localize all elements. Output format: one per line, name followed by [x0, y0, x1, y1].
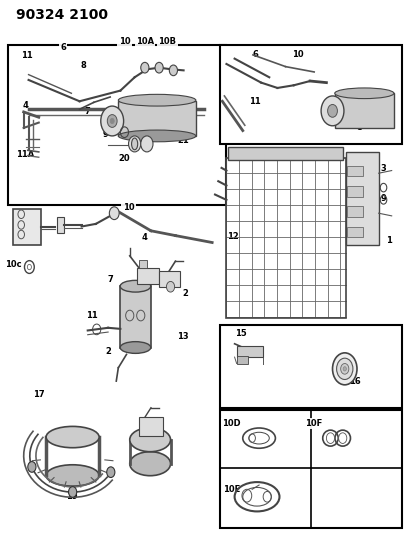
- Text: 10: 10: [292, 50, 304, 59]
- Text: 8: 8: [81, 61, 86, 69]
- Text: 10c: 10c: [5, 261, 22, 269]
- Text: 20: 20: [119, 154, 130, 163]
- Text: 2: 2: [105, 348, 111, 356]
- Circle shape: [333, 353, 357, 385]
- Text: 10A: 10A: [136, 37, 154, 45]
- Bar: [159, 271, 180, 287]
- Circle shape: [129, 136, 141, 152]
- Circle shape: [343, 367, 346, 371]
- Text: 10: 10: [123, 204, 134, 212]
- Text: 10: 10: [119, 37, 130, 45]
- Circle shape: [339, 433, 347, 443]
- Text: 7: 7: [84, 108, 90, 116]
- Ellipse shape: [130, 427, 171, 452]
- Text: 4: 4: [142, 233, 148, 241]
- Text: 10D: 10D: [222, 419, 241, 428]
- Text: 16: 16: [349, 377, 361, 385]
- Bar: [139, 417, 163, 436]
- Text: 12: 12: [228, 232, 239, 240]
- Ellipse shape: [46, 426, 99, 448]
- Bar: [220, 410, 402, 528]
- Bar: [335, 93, 394, 128]
- Bar: [347, 166, 363, 176]
- Bar: [226, 158, 346, 318]
- Text: 11: 11: [249, 97, 261, 106]
- Bar: [139, 260, 147, 268]
- Bar: [237, 346, 263, 357]
- Bar: [118, 101, 196, 136]
- Ellipse shape: [249, 432, 269, 444]
- Bar: [347, 206, 363, 217]
- Circle shape: [141, 136, 153, 152]
- Circle shape: [166, 281, 175, 292]
- Circle shape: [110, 118, 114, 124]
- Text: 5: 5: [56, 226, 62, 235]
- Text: 3: 3: [381, 165, 386, 173]
- Text: 6: 6: [252, 50, 258, 59]
- Text: 4: 4: [22, 101, 28, 109]
- Bar: [137, 268, 159, 284]
- Bar: [347, 186, 363, 197]
- Text: 10F: 10F: [305, 419, 322, 428]
- Circle shape: [107, 115, 117, 127]
- Circle shape: [101, 106, 124, 136]
- Circle shape: [169, 65, 177, 76]
- Bar: [347, 227, 363, 237]
- Ellipse shape: [131, 138, 138, 150]
- Circle shape: [28, 462, 36, 472]
- Text: 6: 6: [60, 44, 66, 52]
- Text: 7: 7: [107, 276, 113, 284]
- Text: 8: 8: [356, 124, 362, 132]
- Text: 11: 11: [21, 52, 32, 60]
- Circle shape: [107, 467, 115, 478]
- Text: 21: 21: [177, 136, 188, 144]
- Circle shape: [337, 358, 353, 379]
- Circle shape: [328, 104, 337, 117]
- Circle shape: [155, 62, 163, 73]
- Text: 2: 2: [183, 289, 188, 297]
- Circle shape: [141, 62, 149, 73]
- Bar: [237, 356, 248, 364]
- Text: 11A: 11A: [16, 150, 34, 159]
- Ellipse shape: [243, 487, 271, 506]
- Bar: [228, 147, 343, 160]
- Bar: [57, 217, 64, 233]
- Text: 17: 17: [33, 390, 44, 399]
- Ellipse shape: [46, 465, 99, 486]
- Text: 11: 11: [86, 311, 98, 320]
- Ellipse shape: [118, 94, 196, 106]
- Ellipse shape: [120, 342, 151, 353]
- Bar: [220, 45, 402, 144]
- Text: 9: 9: [381, 194, 386, 203]
- Circle shape: [326, 433, 335, 443]
- Bar: [13, 209, 41, 245]
- Bar: [8, 45, 226, 205]
- Text: 9: 9: [102, 130, 108, 139]
- Text: 10: 10: [141, 277, 153, 286]
- Text: 13: 13: [177, 333, 188, 341]
- Circle shape: [109, 207, 119, 220]
- Text: 19: 19: [66, 492, 77, 501]
- Ellipse shape: [335, 88, 394, 99]
- Circle shape: [69, 487, 77, 497]
- Bar: [346, 152, 379, 245]
- Ellipse shape: [130, 452, 171, 475]
- Text: 90324 2100: 90324 2100: [16, 8, 108, 22]
- Text: 10B: 10B: [158, 37, 176, 45]
- Text: 14: 14: [22, 212, 33, 220]
- Ellipse shape: [120, 280, 151, 292]
- Bar: [120, 286, 151, 348]
- Circle shape: [341, 364, 349, 374]
- Ellipse shape: [118, 130, 196, 142]
- Text: 1: 1: [386, 237, 392, 245]
- Text: 18: 18: [149, 430, 161, 439]
- Circle shape: [321, 96, 344, 126]
- Text: 10E: 10E: [223, 485, 240, 494]
- Bar: [220, 325, 402, 408]
- Text: 15: 15: [235, 329, 246, 337]
